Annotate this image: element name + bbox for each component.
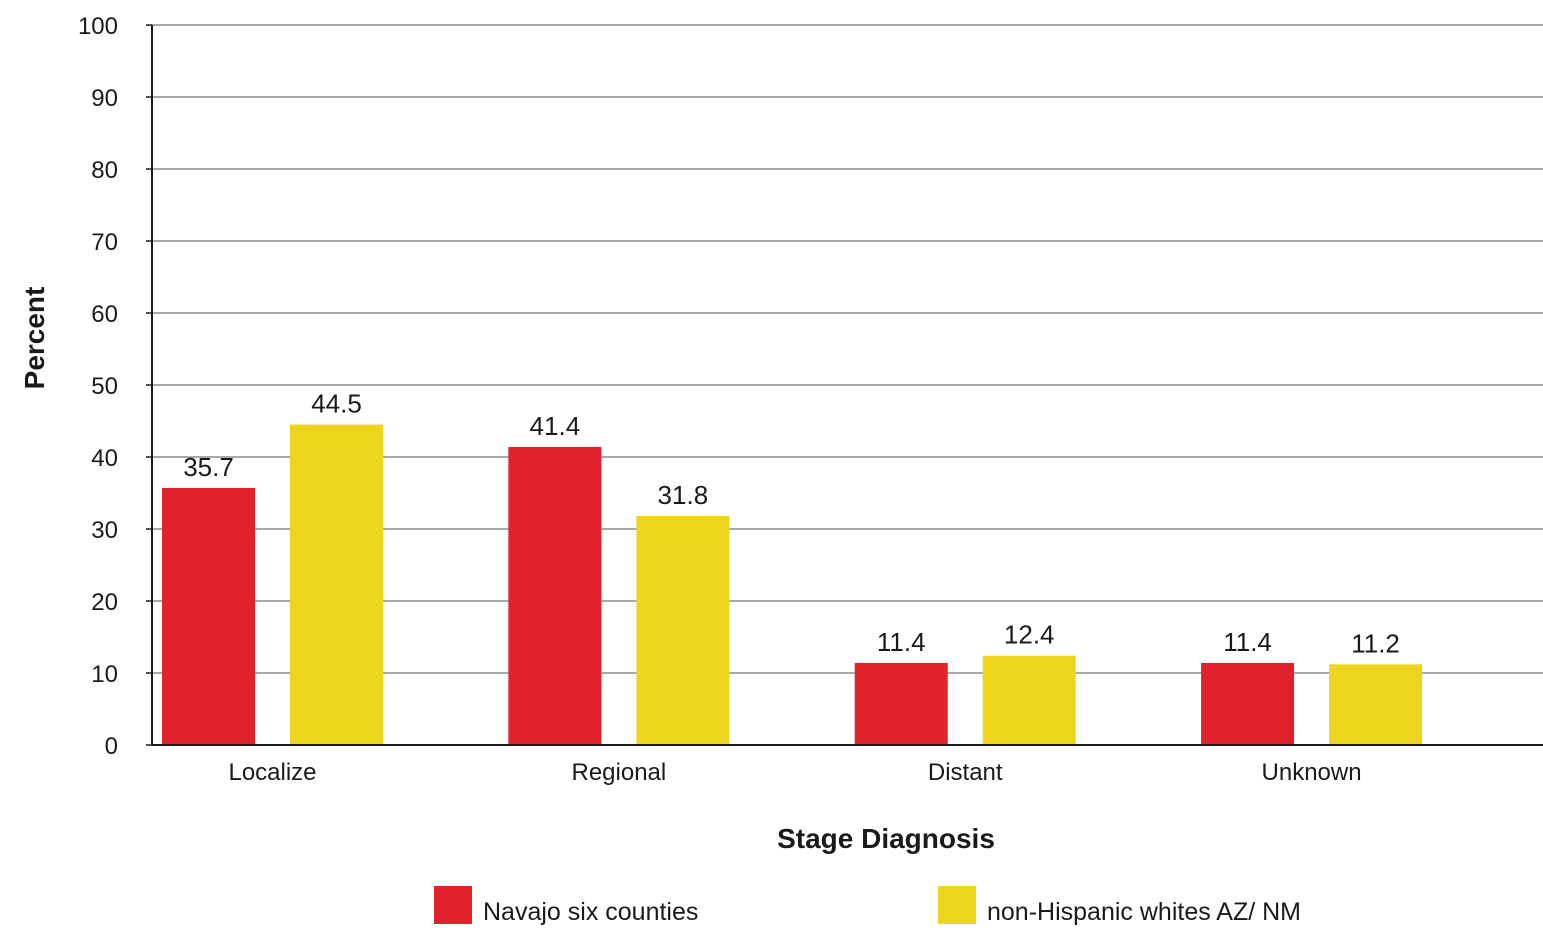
x-axis-categories: Localize Regional Distant Unknown [228,759,1361,786]
bar-value-label: 11.4 [1223,627,1272,657]
y-tick-label: 20 [91,589,118,616]
y-tick-label: 80 [91,157,118,184]
y-tick-label: 100 [78,13,118,40]
bar-value-label: 12.4 [1004,620,1055,650]
y-tick-label: 50 [91,373,118,400]
bar-value-label: 11.4 [877,627,926,657]
y-tick-label: 60 [91,301,118,328]
bar-distant-series-0 [854,662,948,745]
bar-value-label: 11.2 [1351,628,1400,658]
y-tick-label: 10 [91,661,118,688]
legend-label-navajo: Navajo six counties [483,898,698,926]
bar-distant-series-1 [982,655,1076,745]
bar-value-label: 41.4 [530,411,581,441]
bar-value-label: 31.8 [658,480,709,510]
y-tick-label: 30 [91,517,118,544]
legend-label-non-hispanic-whites: non-Hispanic whites AZ/ NM [987,898,1301,926]
bar-value-label: 44.5 [311,389,362,419]
y-axis-title: Percent [19,287,50,390]
x-category-label: Regional [571,759,666,786]
x-category-label: Unknown [1262,759,1362,786]
bar-value-label: 35.7 [183,452,234,482]
y-tick-label: 0 [105,733,118,760]
gridlines [152,24,1543,674]
bar-localize-series-1 [290,424,383,745]
bar-regional-series-1 [636,516,730,745]
legend: Navajo six counties non-Hispanic whites … [434,886,1301,926]
y-tick-label: 90 [91,85,118,112]
x-axis-title: Stage Diagnosis [777,823,995,854]
bar-localize-series-0 [162,487,255,745]
bar-unknown-series-1 [1329,664,1423,745]
x-category-label: Distant [928,759,1003,786]
legend-swatch-non-hispanic-whites [938,886,976,924]
bar-unknown-series-0 [1201,662,1295,745]
y-tick-label: 70 [91,229,118,256]
x-category-label: Localize [228,759,316,786]
y-axis-ticks: 0 10 20 30 40 50 60 70 80 90 100 [78,13,152,760]
data-labels: 35.7 44.5 41.4 31.8 11.4 12.4 11.4 11.2 [183,389,1400,659]
bar-regional-series-0 [508,446,602,745]
legend-swatch-navajo [434,886,472,924]
y-tick-label: 40 [91,445,118,472]
bars [162,424,1423,745]
